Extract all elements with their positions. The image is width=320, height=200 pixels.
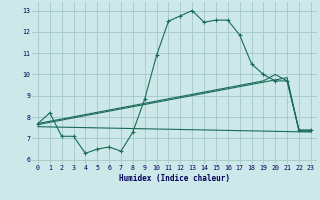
X-axis label: Humidex (Indice chaleur): Humidex (Indice chaleur) bbox=[119, 174, 230, 183]
